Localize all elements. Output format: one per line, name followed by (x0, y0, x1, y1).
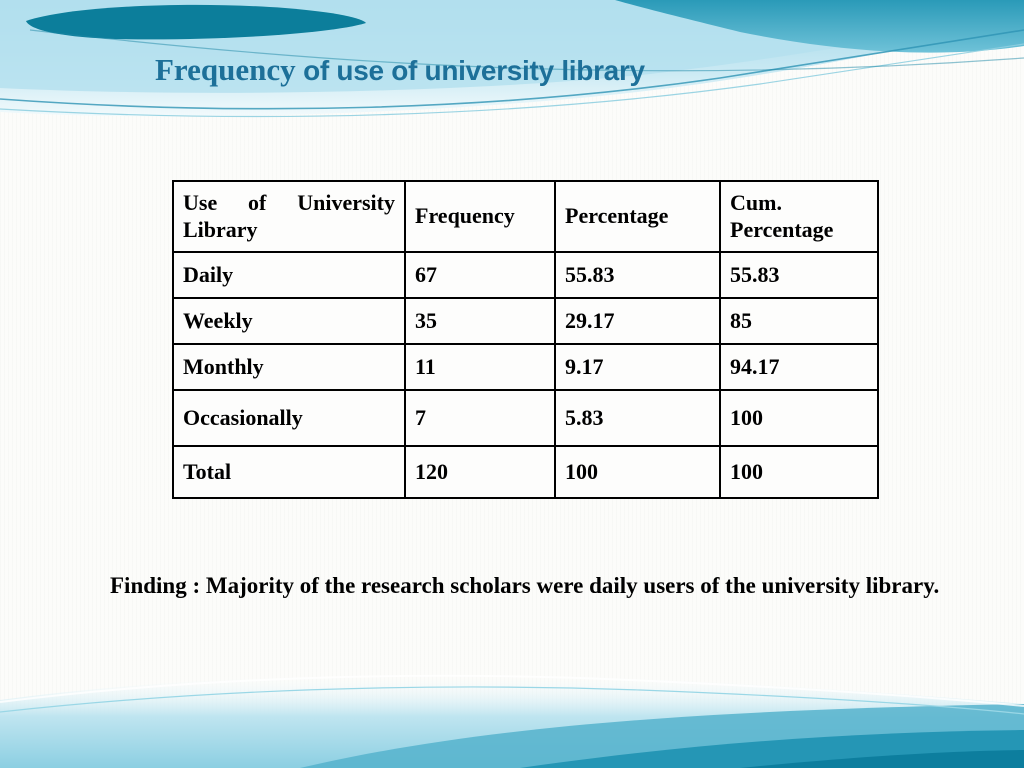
row-label-cell: Weekly (172, 297, 406, 345)
percentage-cell: 55.83 (554, 251, 721, 299)
row-label-cell: Total (172, 445, 406, 499)
table-header-row: Use of University Library Frequency Perc… (172, 180, 879, 253)
percentage-cell: 100 (554, 445, 721, 499)
bottom-wave-decoration (0, 673, 1024, 768)
header-percentage: Percentage (554, 180, 721, 253)
row-label-cell: Daily (172, 251, 406, 299)
table-row-total: Total 120 100 100 (172, 445, 879, 499)
frequency-cell: 67 (404, 251, 556, 299)
frequency-cell: 35 (404, 297, 556, 345)
cum-percentage-cell: 100 (719, 389, 879, 447)
title-word-serif: Frequency (155, 52, 296, 87)
row-label-cell: Monthly (172, 343, 406, 391)
row-label-cell: Occasionally (172, 389, 406, 447)
header-use-of-library: Use of University Library (172, 180, 406, 253)
table-row-monthly: Monthly 11 9.17 94.17 (172, 343, 879, 391)
percentage-cell: 9.17 (554, 343, 721, 391)
cum-percentage-cell: 85 (719, 297, 879, 345)
cum-percentage-cell: 100 (719, 445, 879, 499)
cum-percentage-cell: 94.17 (719, 343, 879, 391)
frequency-cell: 120 (404, 445, 556, 499)
percentage-cell: 29.17 (554, 297, 721, 345)
frequency-cell: 7 (404, 389, 556, 447)
table-row-occasionally: Occasionally 7 5.83 100 (172, 389, 879, 447)
finding-text: Finding : Majority of the research schol… (110, 573, 940, 598)
cum-percentage-cell: 55.83 (719, 251, 879, 299)
top-wave-decoration (0, 0, 1024, 118)
slide-title: Frequency of use of university library (155, 52, 645, 87)
header-cum-percentage: Cum. Percentage (719, 180, 879, 253)
frequency-cell: 11 (404, 343, 556, 391)
title-remainder: of use of university library (295, 55, 645, 86)
header-frequency: Frequency (404, 180, 556, 253)
frequency-table: Use of University Library Frequency Perc… (172, 180, 879, 499)
percentage-cell: 5.83 (554, 389, 721, 447)
table-row-daily: Daily 67 55.83 55.83 (172, 251, 879, 299)
table-row-weekly: Weekly 35 29.17 85 (172, 297, 879, 345)
